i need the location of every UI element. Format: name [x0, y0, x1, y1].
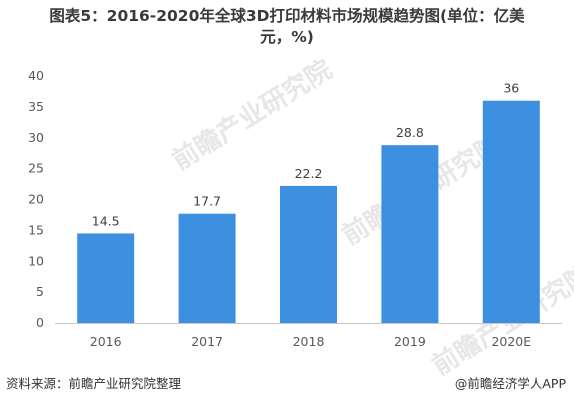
bar-value-label: 36: [503, 81, 519, 96]
bar-value-label: 17.7: [193, 194, 221, 209]
x-tick-label: 2020E: [491, 334, 531, 349]
y-tick-label: 25: [28, 161, 44, 176]
bar: [178, 213, 236, 323]
bar: [280, 185, 337, 323]
bar-value-label: 14.5: [92, 213, 120, 228]
y-tick-label: 20: [28, 192, 44, 207]
bar: [482, 100, 540, 323]
x-tick-label: 2017: [191, 334, 223, 349]
bar: [77, 233, 135, 323]
brand-credit: @前瞻经济学人APP: [454, 376, 566, 391]
x-axis: 2016 2017 2018 2019 2020E: [55, 323, 562, 349]
chart-title-line-2: 元，%): [260, 28, 314, 46]
y-tick-label: 15: [28, 222, 44, 237]
x-tick-label: 2016: [90, 334, 122, 349]
bar: [381, 145, 439, 323]
bar-value-label: 22.2: [295, 166, 323, 181]
bar-value-label: 28.8: [396, 125, 424, 140]
y-axis: 0 5 10 15 20 25 30 35 40: [28, 68, 44, 330]
x-tick-label: 2018: [293, 334, 325, 349]
y-tick-label: 0: [36, 315, 44, 330]
y-tick-label: 30: [28, 130, 44, 145]
bars: 14.5 17.7 22.2 28.8 36: [77, 81, 540, 323]
y-tick-label: 5: [36, 284, 44, 299]
y-tick-label: 40: [28, 68, 44, 83]
x-tick-label: 2019: [394, 334, 426, 349]
source-note: 资料来源：前瞻产业研究院整理: [6, 376, 182, 391]
y-tick-label: 10: [28, 253, 44, 268]
chart-title-line-1: 图表5：2016-2020年全球3D打印材料市场规模趋势图(单位：亿美: [49, 7, 525, 25]
chart-title: 图表5：2016-2020年全球3D打印材料市场规模趋势图(单位：亿美 元，%): [0, 6, 574, 48]
y-tick-label: 35: [28, 99, 44, 114]
